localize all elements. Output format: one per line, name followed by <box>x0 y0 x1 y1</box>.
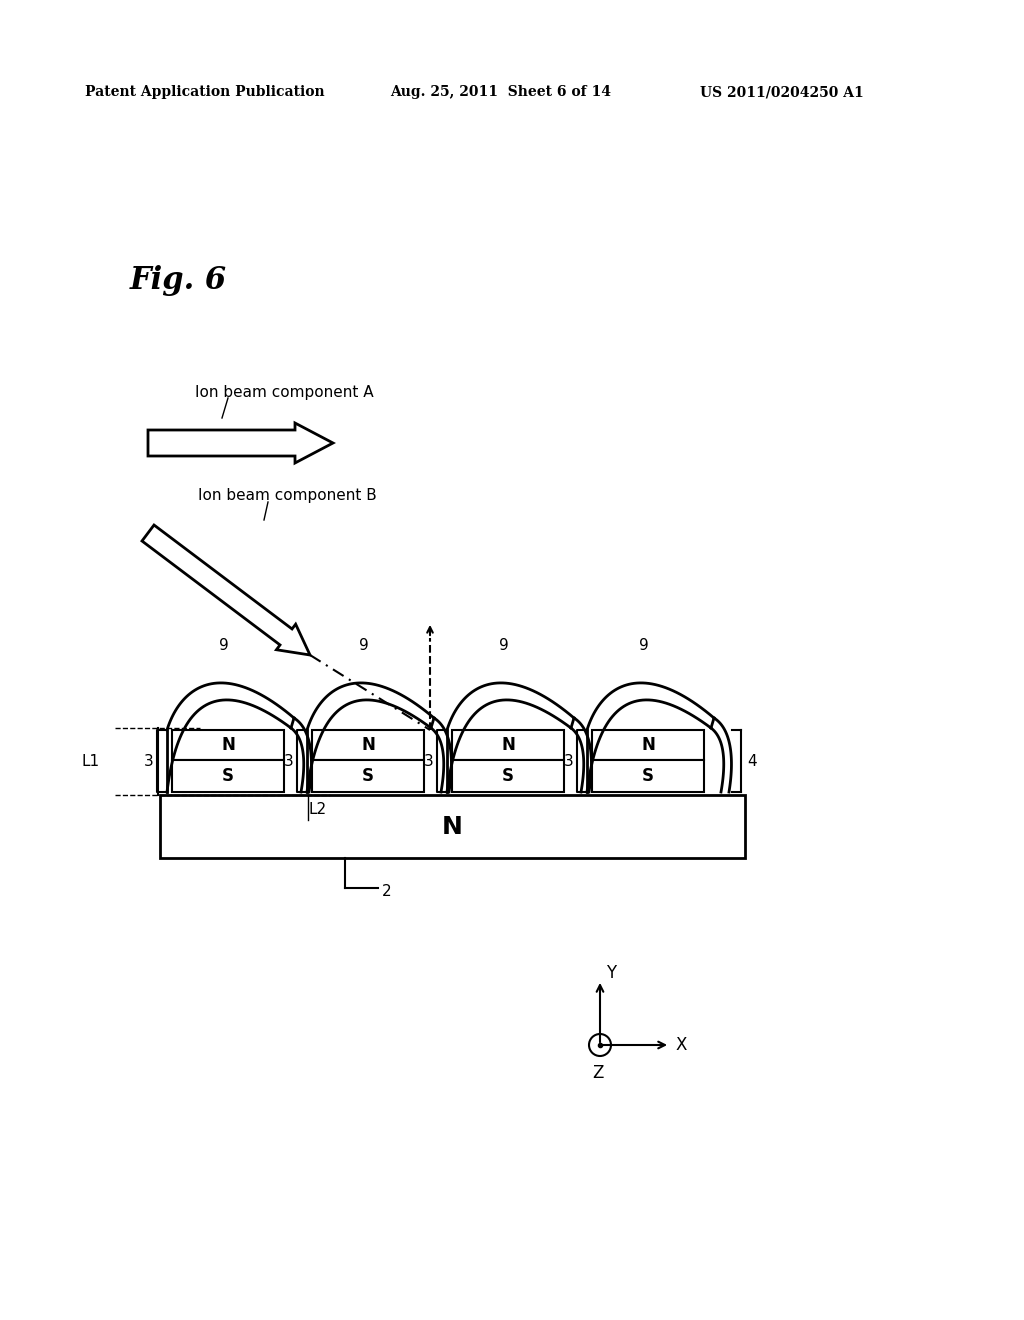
Text: S: S <box>642 767 654 785</box>
Text: Fig. 6: Fig. 6 <box>130 265 227 296</box>
FancyArrow shape <box>142 525 310 655</box>
Text: 3: 3 <box>564 754 574 768</box>
Bar <box>312 730 424 760</box>
Text: S: S <box>362 767 374 785</box>
Bar <box>160 795 745 858</box>
Bar <box>592 760 705 792</box>
Text: Aug. 25, 2011  Sheet 6 of 14: Aug. 25, 2011 Sheet 6 of 14 <box>390 84 611 99</box>
Text: N: N <box>361 737 375 754</box>
Text: 3: 3 <box>144 754 154 768</box>
Text: L2: L2 <box>308 803 326 817</box>
Text: Ion beam component B: Ion beam component B <box>198 488 377 503</box>
Text: 2: 2 <box>382 884 391 899</box>
Text: US 2011/0204250 A1: US 2011/0204250 A1 <box>700 84 864 99</box>
Text: Z: Z <box>592 1064 604 1082</box>
Text: 9: 9 <box>639 638 649 652</box>
Bar <box>172 730 284 760</box>
Text: 9: 9 <box>499 638 509 652</box>
Text: N: N <box>641 737 655 754</box>
Text: S: S <box>502 767 514 785</box>
Text: N: N <box>221 737 234 754</box>
Bar <box>312 760 424 792</box>
Bar <box>172 760 284 792</box>
Text: N: N <box>442 814 463 838</box>
Text: 3: 3 <box>424 754 434 768</box>
Text: 9: 9 <box>359 638 369 652</box>
Text: Y: Y <box>606 964 616 982</box>
Bar <box>592 730 705 760</box>
Text: S: S <box>222 767 234 785</box>
Text: 9: 9 <box>219 638 229 652</box>
Text: N: N <box>501 737 515 754</box>
Text: X: X <box>676 1036 687 1053</box>
Bar <box>452 760 564 792</box>
Text: Patent Application Publication: Patent Application Publication <box>85 84 325 99</box>
Text: 3: 3 <box>285 754 294 768</box>
FancyArrow shape <box>148 422 333 463</box>
Text: L1: L1 <box>82 755 100 770</box>
Text: Ion beam component A: Ion beam component A <box>195 385 374 400</box>
Bar <box>452 730 564 760</box>
Text: 4: 4 <box>746 754 757 768</box>
